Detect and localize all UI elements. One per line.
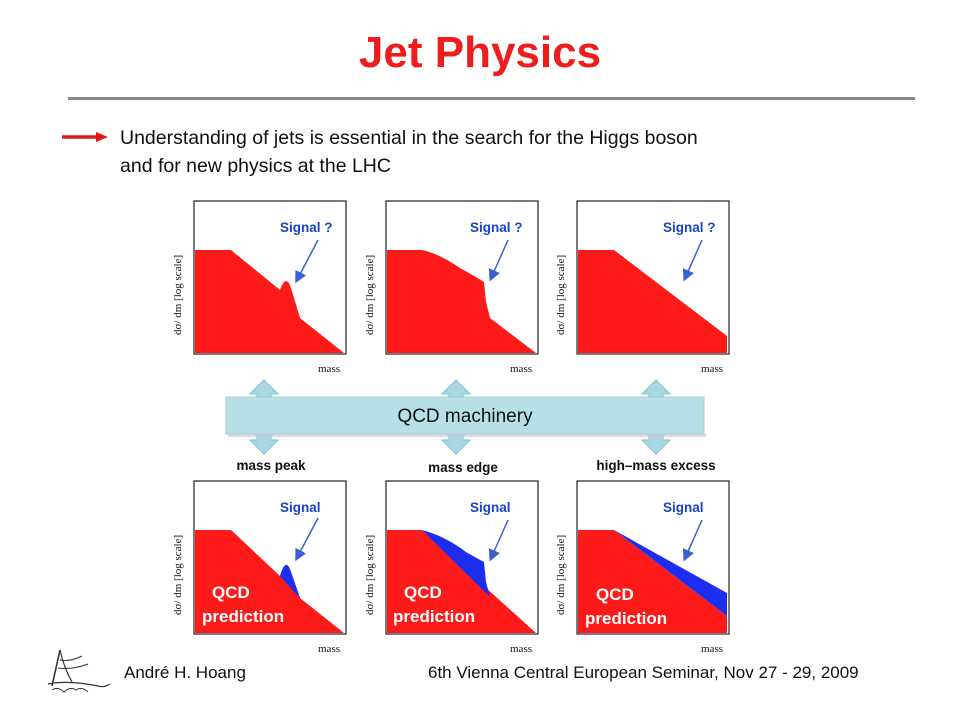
qcd-word: QCD [212,583,250,602]
title-divider [68,97,915,100]
label-mass-peak: mass peak [236,458,306,473]
bullet-line-1: Understanding of jets is essential in th… [120,127,698,149]
signal-arrow-icon [295,517,319,562]
qcd-spectrum [387,250,536,353]
signal-arrow-icon [488,519,509,562]
signal-excess [614,530,727,616]
signal-arrow-icon [488,239,509,282]
qcd-machinery-label: QCD machinery [397,406,533,427]
x-axis-label: mass [510,643,532,655]
x-axis-label: mass [318,643,340,655]
bullet-text: Understanding of jets is essential in th… [120,124,880,180]
signal-label: Signal ? [280,220,333,235]
signal-label: Signal ? [470,220,523,235]
signal-arrow-icon [682,519,703,562]
signal-label: Signal ? [663,220,716,235]
y-axis-label: dσ/ dm [log scale] [555,255,567,335]
bottom-panel-1: Signal QCD prediction mass dσ/ dm [log s… [172,480,347,655]
y-axis-label: dσ/ dm [log scale] [172,535,184,615]
qcd-prediction-area [387,530,536,633]
prediction-word: prediction [202,607,284,626]
institute-logo-icon [47,649,111,693]
signal-arrow-icon [295,239,319,284]
y-axis-label: dσ/ dm [log scale] [172,255,184,335]
footer-author: André H. Hoang [124,663,246,682]
bottom-panel-3: Signal QCD prediction mass dσ/ dm [log s… [555,480,730,655]
qcd-machinery-bar: QCD machinery [225,396,706,437]
signal-label: Signal [663,500,704,515]
signal-label: Signal [470,500,511,515]
qcd-spectrum [578,250,727,353]
top-panel-3: Signal ? mass dσ/ dm [log scale] [555,200,730,375]
signal-arrow-icon [682,239,703,282]
top-panel-1: Signal ? mass dσ/ dm [log scale] [172,200,347,375]
footer-event: 6th Vienna Central European Seminar, Nov… [428,663,859,682]
qcd-word: QCD [596,585,634,604]
x-axis-label: mass [510,363,532,375]
slide-title: Jet Physics [358,28,602,77]
signal-label: Signal [280,500,321,515]
label-mass-edge: mass edge [428,460,498,475]
x-axis-label: mass [701,363,723,375]
qcd-word: QCD [404,583,442,602]
qcd-prediction-area [195,530,344,633]
y-axis-label: dσ/ dm [log scale] [364,535,376,615]
prediction-word: prediction [393,607,475,626]
label-high-mass-excess: high–mass excess [596,458,715,473]
bullet-arrow-icon [62,132,108,142]
y-axis-label: dσ/ dm [log scale] [364,255,376,335]
prediction-word: prediction [585,609,667,628]
qcd-spectrum [195,250,344,353]
x-axis-label: mass [318,363,340,375]
bottom-panel-2: Signal QCD prediction mass dσ/ dm [log s… [364,480,539,655]
bullet-line-2: and for new physics at the LHC [120,155,391,177]
x-axis-label: mass [701,643,723,655]
top-panel-2: Signal ? mass dσ/ dm [log scale] [364,200,539,375]
y-axis-label: dσ/ dm [log scale] [555,535,567,615]
qcd-prediction-area [578,530,727,633]
signal-edge [422,530,490,597]
